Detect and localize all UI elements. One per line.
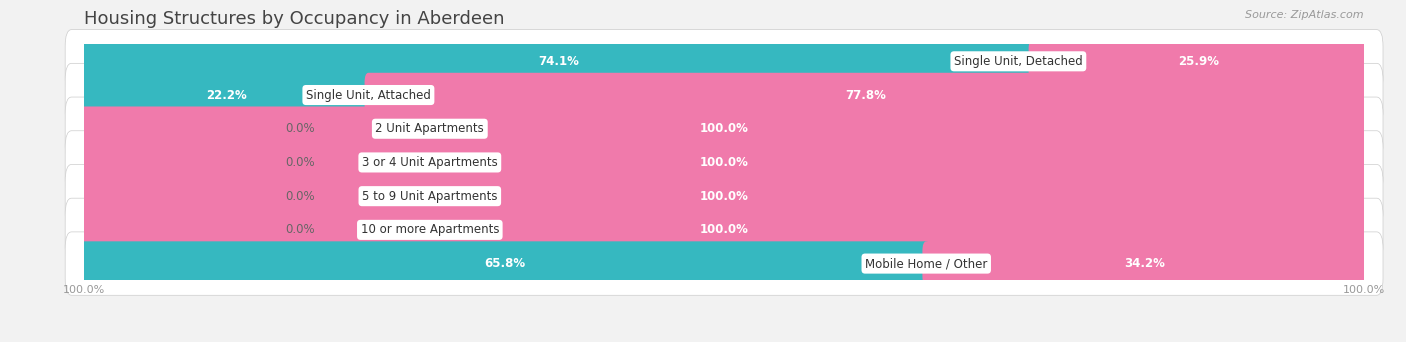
Text: Single Unit, Attached: Single Unit, Attached	[307, 89, 430, 102]
Text: 5 to 9 Unit Apartments: 5 to 9 Unit Apartments	[363, 190, 498, 203]
Text: 3 or 4 Unit Apartments: 3 or 4 Unit Apartments	[361, 156, 498, 169]
Text: 22.2%: 22.2%	[207, 89, 247, 102]
FancyBboxPatch shape	[1029, 39, 1368, 83]
Text: 100.0%: 100.0%	[700, 190, 748, 203]
Text: Mobile Home / Other: Mobile Home / Other	[865, 257, 987, 270]
FancyBboxPatch shape	[80, 174, 1368, 219]
Text: 100.0%: 100.0%	[700, 122, 748, 135]
FancyBboxPatch shape	[364, 73, 1368, 117]
Text: 2 Unit Apartments: 2 Unit Apartments	[375, 122, 484, 135]
Text: 74.1%: 74.1%	[538, 55, 579, 68]
FancyBboxPatch shape	[65, 30, 1384, 93]
Text: 77.8%: 77.8%	[845, 89, 887, 102]
Text: 34.2%: 34.2%	[1125, 257, 1166, 270]
FancyBboxPatch shape	[65, 131, 1384, 194]
FancyBboxPatch shape	[65, 97, 1384, 160]
FancyBboxPatch shape	[80, 73, 373, 117]
FancyBboxPatch shape	[80, 39, 1036, 83]
Text: Single Unit, Detached: Single Unit, Detached	[955, 55, 1083, 68]
FancyBboxPatch shape	[65, 198, 1384, 262]
Text: 10 or more Apartments: 10 or more Apartments	[360, 223, 499, 236]
Text: 65.8%: 65.8%	[485, 257, 526, 270]
FancyBboxPatch shape	[80, 208, 1368, 252]
FancyBboxPatch shape	[65, 63, 1384, 127]
Text: 0.0%: 0.0%	[285, 156, 315, 169]
Text: 100.0%: 100.0%	[700, 223, 748, 236]
Text: 0.0%: 0.0%	[285, 190, 315, 203]
FancyBboxPatch shape	[80, 106, 1368, 151]
FancyBboxPatch shape	[65, 232, 1384, 295]
FancyBboxPatch shape	[80, 241, 931, 286]
Text: 25.9%: 25.9%	[1178, 55, 1219, 68]
Text: Source: ZipAtlas.com: Source: ZipAtlas.com	[1246, 10, 1364, 20]
Text: 100.0%: 100.0%	[700, 156, 748, 169]
FancyBboxPatch shape	[80, 140, 1368, 185]
Text: 0.0%: 0.0%	[285, 223, 315, 236]
FancyBboxPatch shape	[65, 165, 1384, 228]
Text: Housing Structures by Occupancy in Aberdeen: Housing Structures by Occupancy in Aberd…	[84, 10, 505, 28]
Text: 0.0%: 0.0%	[285, 122, 315, 135]
FancyBboxPatch shape	[922, 241, 1368, 286]
